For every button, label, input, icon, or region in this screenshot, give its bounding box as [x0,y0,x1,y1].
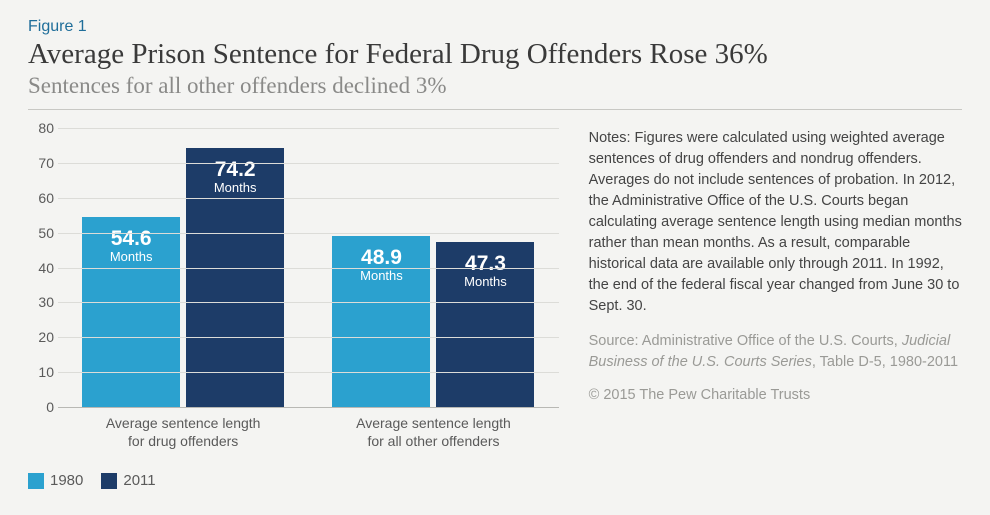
legend: 1980 2011 [28,472,559,489]
x-tick-label: Average sentence lengthfor drug offender… [58,414,308,450]
y-tick-label: 40 [28,260,54,276]
y-tick-label: 20 [28,329,54,345]
notes-column: Notes: Figures were calculated using wei… [589,128,962,489]
legend-swatch [101,473,117,489]
chart-subtitle: Sentences for all other offenders declin… [28,73,962,99]
gridline [58,372,559,373]
source-prefix: Source: Administrative Office of the U.S… [589,333,902,349]
gridline [58,128,559,129]
divider [28,109,962,110]
gridline [58,233,559,234]
gridline [58,268,559,269]
y-tick-label: 0 [28,399,54,415]
y-tick-label: 30 [28,294,54,310]
gridline [58,163,559,164]
y-tick-label: 10 [28,364,54,380]
bar: 48.9Months [332,236,430,407]
source-suffix: , Table D-5, 1980-2011 [812,354,958,370]
bar-value-label: 47.3Months [436,252,534,289]
bar: 54.6Months [82,217,180,407]
source-text: Source: Administrative Office of the U.S… [589,331,962,373]
bar-chart: 54.6Months74.2Months 48.9Months47.3Months… [58,128,559,408]
legend-swatch [28,473,44,489]
legend-item: 2011 [101,472,155,489]
legend-item: 1980 [28,472,83,489]
figure-label: Figure 1 [28,18,962,36]
notes-text: Notes: Figures were calculated using wei… [589,128,962,317]
bar-value-label: 48.9Months [332,246,430,283]
x-axis-labels: Average sentence lengthfor drug offender… [58,414,559,450]
content-row: 54.6Months74.2Months 48.9Months47.3Months… [28,128,962,489]
y-tick-label: 80 [28,120,54,136]
y-tick-label: 70 [28,155,54,171]
copyright-text: © 2015 The Pew Charitable Trusts [589,387,962,403]
chart-column: 54.6Months74.2Months 48.9Months47.3Months… [28,128,559,489]
x-tick-label: Average sentence lengthfor all other off… [308,414,558,450]
gridline [58,337,559,338]
y-tick-label: 60 [28,190,54,206]
chart-title: Average Prison Sentence for Federal Drug… [28,38,962,71]
gridline [58,302,559,303]
y-tick-label: 50 [28,225,54,241]
legend-label: 1980 [50,472,83,489]
legend-label: 2011 [123,472,155,489]
gridline [58,198,559,199]
bar: 74.2Months [186,148,284,407]
